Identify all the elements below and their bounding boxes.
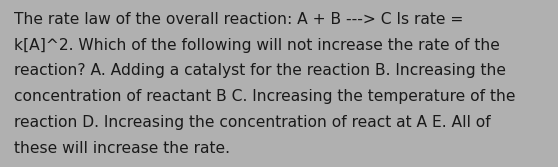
Text: these will increase the rate.: these will increase the rate.	[14, 141, 230, 156]
Text: k[A]^2. Which of the following will not increase the rate of the: k[A]^2. Which of the following will not …	[14, 38, 500, 53]
Text: reaction D. Increasing the concentration of react at A E. All of: reaction D. Increasing the concentration…	[14, 115, 490, 130]
Text: reaction? A. Adding a catalyst for the reaction B. Increasing the: reaction? A. Adding a catalyst for the r…	[14, 63, 506, 78]
Text: The rate law of the overall reaction: A + B ---> C Is rate =: The rate law of the overall reaction: A …	[14, 12, 463, 27]
Text: concentration of reactant B C. Increasing the temperature of the: concentration of reactant B C. Increasin…	[14, 89, 516, 104]
